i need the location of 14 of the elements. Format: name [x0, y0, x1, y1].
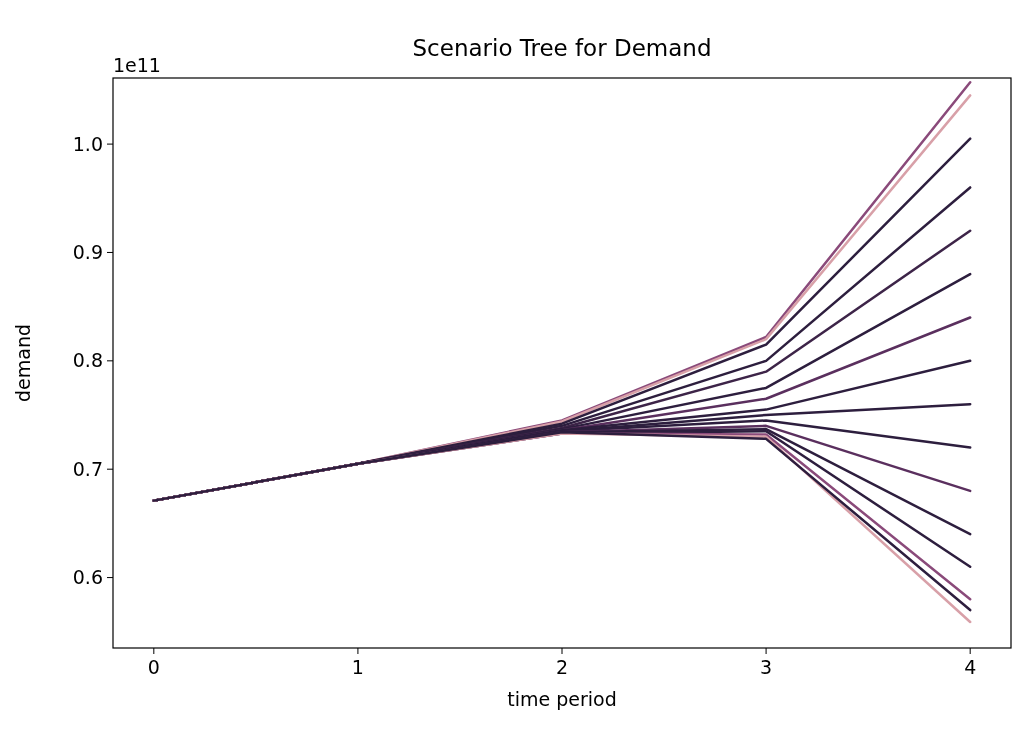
chart-title: Scenario Tree for Demand: [412, 35, 712, 61]
x-axis-title: time period: [507, 688, 617, 710]
x-tick-label: 0: [147, 656, 160, 678]
text: 1e11: [113, 54, 161, 76]
x-tick-label: 1: [351, 656, 364, 678]
y-tick-label: 0.8: [72, 349, 103, 372]
y-tick-label: 0.6: [72, 566, 103, 589]
x-tick-label: 3: [760, 656, 773, 678]
x-tick-label: 2: [555, 656, 569, 678]
y-tick-label: 0.9: [72, 241, 103, 264]
x-tick-label: 4: [964, 656, 977, 678]
y-tick-label: 1.0: [72, 132, 103, 155]
y-tick-label: 0.7: [72, 457, 103, 480]
y-axis-title: demand: [12, 323, 34, 403]
